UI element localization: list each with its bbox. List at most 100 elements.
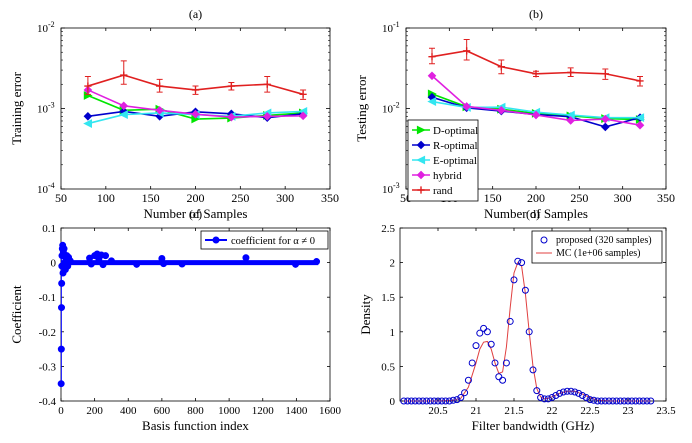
legend-marker	[212, 236, 220, 244]
series-proposed	[400, 257, 655, 405]
x-tick-label: 22.5	[580, 405, 600, 417]
data-point	[597, 397, 605, 405]
data-point	[472, 342, 480, 350]
x-axis-label: Basis function index	[142, 418, 249, 433]
legend-marker	[416, 125, 426, 135]
y-tick-base: 10	[37, 23, 49, 35]
data-point	[191, 109, 200, 119]
legend-label: D-optimal	[433, 125, 478, 137]
series-rand	[428, 38, 644, 87]
data-point	[487, 340, 495, 348]
series-coefficients	[57, 241, 321, 388]
data-point	[457, 394, 465, 402]
chart-panel-d: 20.5 21 21.5 22 22.5 23 23.500.511.522.5(d)Fil…	[358, 207, 676, 433]
data-point	[552, 391, 560, 399]
data-point	[506, 317, 514, 325]
data-point	[567, 68, 575, 77]
data-point	[533, 387, 541, 395]
legend-marker	[416, 170, 426, 180]
data-point	[620, 397, 628, 405]
data-point	[263, 80, 271, 88]
y-tick-exponent: -2	[393, 101, 400, 110]
y-tick-base: 10	[37, 104, 49, 116]
data-point	[540, 395, 548, 403]
y-tick-label: 0.5	[381, 361, 395, 373]
x-tick-label: 200	[187, 191, 205, 205]
series-line	[403, 261, 651, 402]
x-tick-label: 400	[120, 405, 137, 417]
data-point	[262, 111, 272, 121]
data-point	[518, 259, 526, 267]
data-point	[639, 397, 647, 405]
data-point	[575, 389, 583, 397]
data-point	[423, 397, 431, 405]
data-point	[613, 397, 621, 405]
data-point	[616, 397, 624, 405]
data-point	[449, 396, 457, 404]
x-tick-label: 300	[614, 191, 632, 205]
data-point	[442, 397, 450, 405]
data-point	[155, 105, 164, 115]
data-point	[178, 260, 186, 268]
panel-title: (b)	[529, 7, 543, 21]
data-point	[462, 102, 471, 111]
y-tick-label: 0	[51, 258, 57, 270]
legend: D-optimal R-optimal E-optimal hybrid rand	[407, 119, 479, 202]
x-tick-label: 200	[527, 191, 545, 205]
x-tick-label: 600	[154, 405, 171, 417]
legend-marker	[416, 155, 426, 165]
x-tick-label: 250	[231, 191, 249, 205]
data-point	[102, 252, 110, 260]
data-point	[411, 397, 419, 405]
x-tick-label: 150	[142, 191, 160, 205]
data-point	[120, 71, 128, 79]
x-tick-label: 350	[657, 191, 675, 205]
data-point	[529, 366, 537, 374]
chart-panel-b: 5010015020025030035010-310-210-1(b)Numbe…	[354, 7, 675, 221]
y-tick-base: 10	[382, 104, 394, 116]
y-tick-label: 10-3	[382, 181, 400, 196]
data-point	[400, 397, 408, 405]
data-point	[556, 389, 564, 397]
data-point	[133, 260, 141, 268]
y-tick-label: -0.1	[39, 292, 56, 304]
data-point	[119, 110, 128, 120]
legend-label: rand	[433, 185, 453, 197]
data-point	[430, 397, 438, 405]
y-tick-label: 10-1	[382, 20, 400, 35]
data-point	[566, 116, 575, 125]
legend: proposed (320 samples) MC (1e+06 samples)	[531, 230, 663, 264]
data-point	[483, 328, 491, 336]
data-point	[635, 120, 645, 130]
y-tick-label: 10-3	[37, 101, 55, 116]
data-point	[60, 245, 68, 253]
data-point	[567, 387, 575, 395]
x-tick-label: 22	[547, 405, 558, 417]
x-tick-label: 350	[321, 191, 339, 205]
data-point	[628, 397, 636, 405]
chart-panel-c: 0 200 400 600 800 1000 1200 1400 1600 -0.4 -0.3 -0.…	[9, 207, 342, 433]
data-point	[242, 254, 250, 262]
data-point	[445, 397, 453, 405]
y-tick-base: 10	[382, 184, 394, 196]
data-point	[532, 70, 540, 78]
legend: coefficient for α ≠ 0	[200, 230, 329, 250]
y-tick-exponent: -3	[393, 181, 400, 190]
legend-label: hybrid	[433, 170, 462, 182]
data-point	[83, 119, 92, 128]
data-point	[531, 110, 541, 120]
data-point	[453, 396, 461, 404]
x-tick-label: 250	[570, 191, 588, 205]
data-point	[480, 324, 488, 332]
data-point	[119, 101, 129, 111]
data-point	[58, 304, 66, 312]
y-tick-label: 10-2	[37, 20, 55, 35]
data-point	[227, 82, 235, 90]
data-point	[601, 70, 609, 78]
data-point	[57, 345, 65, 353]
y-axis-label: Coefficient	[9, 285, 24, 344]
x-tick-label: 800	[187, 405, 204, 417]
data-point	[537, 394, 545, 402]
data-point	[491, 359, 499, 367]
data-point	[292, 260, 300, 268]
